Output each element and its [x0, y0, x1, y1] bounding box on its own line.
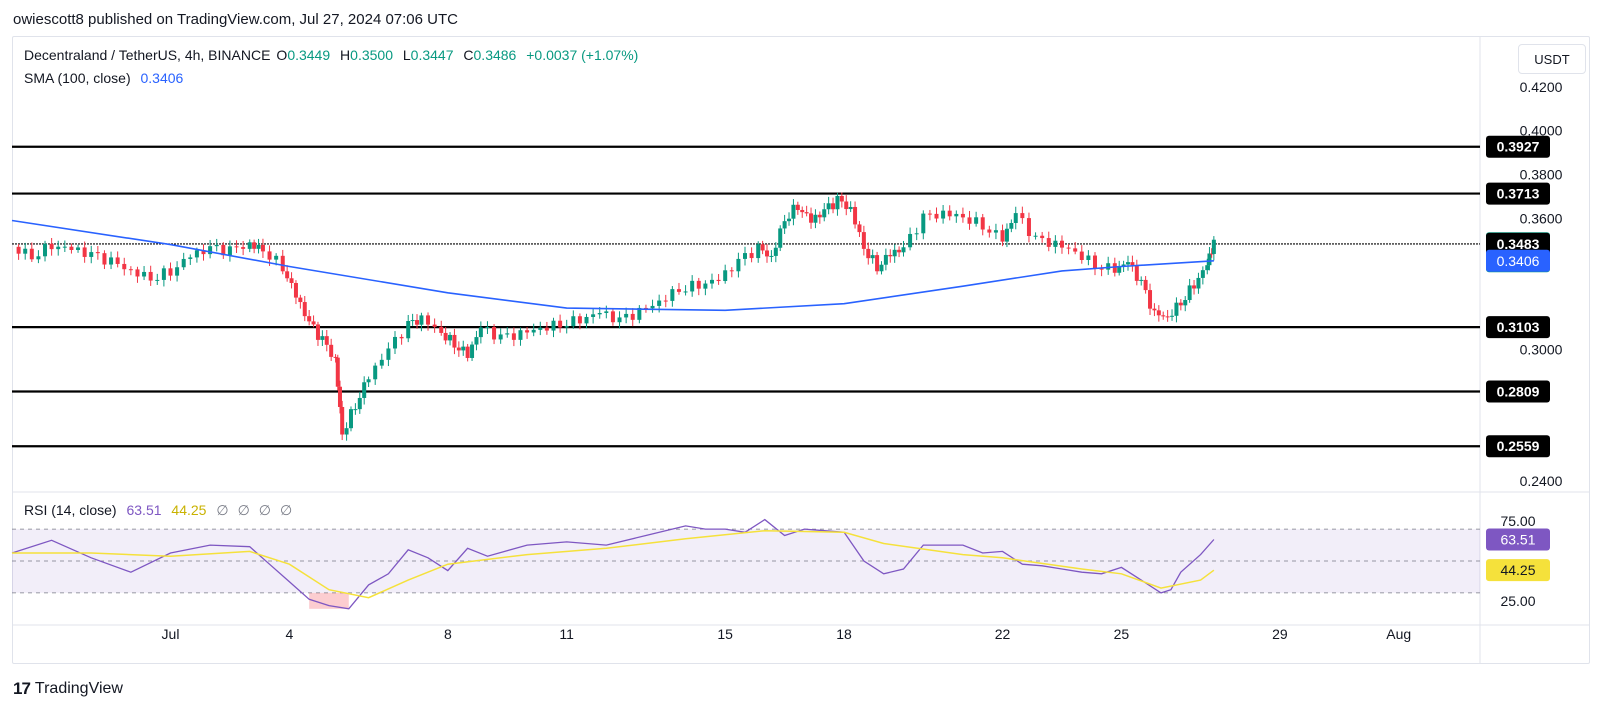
- close-value: 0.3486: [473, 47, 517, 63]
- rsi-placeholder-3: ∅: [258, 502, 271, 518]
- rsi-value: 63.51: [126, 502, 162, 518]
- rsi-label[interactable]: RSI (14, close): [24, 502, 117, 518]
- symbol-legend: Decentraland / TetherUS, 4h, BINANCE O0.3…: [24, 47, 644, 63]
- sma-value: 0.3406: [140, 70, 184, 86]
- publisher-line: owiescott8 published on TradingView.com,…: [13, 11, 458, 28]
- high-value: 0.3500: [350, 47, 393, 63]
- rsi-placeholder-1: ∅: [216, 502, 229, 518]
- symbol-title[interactable]: Decentraland / TetherUS, 4h, BINANCE: [24, 47, 271, 63]
- open-label: O: [276, 47, 288, 63]
- open-value: 0.3449: [287, 47, 331, 63]
- sma-label[interactable]: SMA (100, close): [24, 70, 131, 86]
- low-label: L: [402, 47, 411, 63]
- tradingview-brand: 17 TradingView: [13, 679, 123, 699]
- rsi-placeholder-4: ∅: [279, 502, 293, 518]
- change-value: +0.0037 (+1.07%): [526, 47, 639, 63]
- rsi-legend: RSI (14, close) 63.51 44.25 ∅ ∅ ∅ ∅: [24, 502, 301, 519]
- high-label: H: [340, 47, 351, 63]
- currency-button[interactable]: USDT: [1518, 44, 1586, 74]
- chart-frame: [12, 36, 1590, 664]
- sma-legend: SMA (100, close) 0.3406: [24, 70, 189, 86]
- tradingview-logo-icon: 17: [13, 679, 31, 698]
- low-value: 0.3447: [410, 47, 454, 63]
- rsi-ma-value: 44.25: [171, 502, 207, 518]
- close-label: C: [463, 47, 474, 63]
- brand-name: TradingView: [34, 680, 123, 697]
- rsi-placeholder-2: ∅: [237, 502, 250, 518]
